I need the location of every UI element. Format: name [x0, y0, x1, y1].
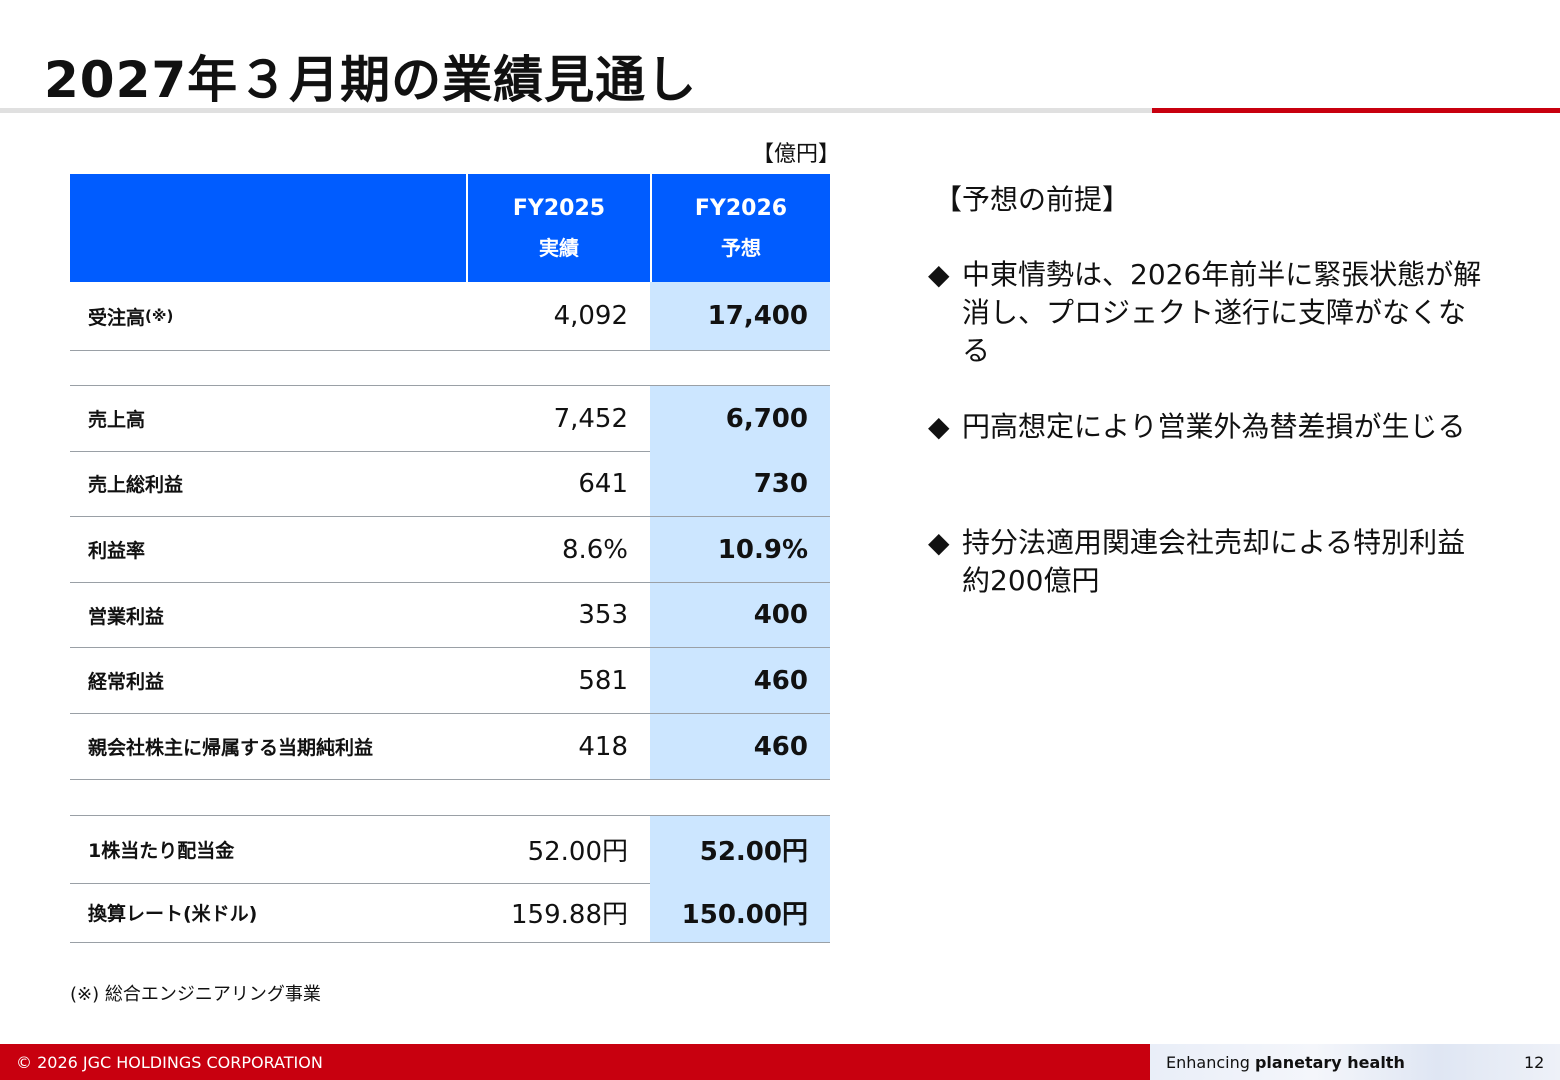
row-value-fy2025: 8.6%	[561, 534, 628, 565]
table-row: 売上総利益 641 730	[70, 451, 830, 517]
row-value-fy2025: 418	[578, 731, 628, 762]
row-label: 1株当たり配当金	[88, 840, 235, 862]
footnote: (※) 総合エンジニアリング事業	[70, 984, 321, 1005]
row-value-fy2026: 17,400	[650, 282, 830, 350]
row-value-fy2026: 10.9%	[650, 517, 830, 582]
premises-title: 【予想の前提】	[934, 183, 1131, 216]
table-row: 1株当たり配当金 52.00円 52.00円	[70, 815, 830, 884]
page-title: 2027年３月期の業績見通し	[44, 51, 698, 109]
row-value-fy2025: 7,452	[553, 403, 628, 434]
row-value-fy2026: 460	[650, 714, 830, 779]
row-value-fy2026: 150.00円	[650, 883, 830, 942]
row-label: 売上高	[88, 409, 146, 431]
row-label: 売上総利益	[88, 474, 184, 496]
row-value-fy2026: 6,700	[650, 386, 830, 451]
row-value-fy2025: 581	[578, 665, 628, 696]
row-value-fy2026: 52.00円	[650, 816, 830, 883]
premise-item: ◆ 持分法適用関連会社売却による特別利益約200億円	[928, 524, 1488, 600]
unit-label: 【億円】	[752, 142, 841, 167]
copyright: © 2026 JGC HOLDINGS CORPORATION	[16, 1053, 323, 1072]
table-row: 営業利益 353 400	[70, 583, 830, 648]
header-empty-cell	[70, 174, 468, 282]
header-fy2025: FY2025 実績	[470, 174, 648, 282]
page-number: 12	[1524, 1053, 1545, 1072]
diamond-bullet-icon: ◆	[928, 258, 950, 291]
table-row: 経常利益 581 460	[70, 648, 830, 714]
footer-bar	[0, 1044, 1150, 1080]
header-fy2026-type: 予想	[721, 236, 761, 260]
table-row: 親会社株主に帰属する当期純利益 418 460	[70, 714, 830, 780]
title-divider	[0, 108, 1560, 113]
diamond-bullet-icon: ◆	[928, 410, 950, 443]
table-row-orders: 受注高 (※) 4,092 17,400	[70, 282, 830, 351]
premise-item: ◆ 円高想定により営業外為替差損が生じる	[928, 408, 1488, 446]
table-header: FY2025 実績 FY2026 予想	[70, 174, 830, 282]
tagline-bold: planetary health	[1254, 1053, 1405, 1072]
header-fy2026: FY2026 予想	[650, 174, 830, 282]
premise-text: 円高想定により営業外為替差損が生じる	[962, 410, 1466, 443]
row-value-fy2025: 159.88円	[511, 900, 628, 930]
row-value-fy2025: 52.00円	[527, 837, 628, 867]
header-fy2026-year: FY2026	[694, 196, 788, 221]
row-value-fy2025: 641	[578, 468, 628, 499]
orders-label-note: (※)	[145, 307, 174, 325]
row-label: 営業利益	[88, 605, 165, 628]
premise-text: 中東情勢は、2026年前半に緊張状態が解消し、プロジェクト遂行に支障がなくなる	[962, 258, 1482, 367]
table-row: 換算レート(米ドル) 159.88円 150.00円	[70, 883, 830, 943]
row-label: 換算レート(米ドル)	[88, 903, 258, 925]
header-fy2025-year: FY2025	[512, 196, 606, 221]
table-row: 利益率 8.6% 10.9%	[70, 517, 830, 583]
header-fy2025-type: 実績	[539, 236, 579, 260]
row-value-fy2025: 353	[578, 600, 628, 630]
row-value-fy2025: 4,092	[553, 301, 628, 331]
row-value-fy2026: 400	[650, 583, 830, 647]
diamond-bullet-icon: ◆	[928, 526, 950, 559]
row-label: 経常利益	[88, 671, 165, 693]
premise-item: ◆ 中東情勢は、2026年前半に緊張状態が解消し、プロジェクト遂行に支障がなくな…	[928, 256, 1488, 370]
row-value-fy2026: 460	[650, 648, 830, 713]
table-row: 売上高 7,452 6,700	[70, 385, 830, 452]
orders-label: 受注高	[88, 306, 146, 329]
row-label: 利益率	[88, 540, 146, 562]
tagline-normal: Enhancing	[1166, 1053, 1255, 1072]
title-divider-accent	[1152, 108, 1560, 113]
footer-tagline-panel	[1150, 1044, 1560, 1080]
row-label: 受注高 (※)	[88, 282, 173, 350]
row-label: 親会社株主に帰属する当期純利益	[88, 737, 374, 759]
row-value-fy2026: 730	[650, 451, 830, 516]
premise-text: 持分法適用関連会社売却による特別利益約200億円	[962, 526, 1466, 597]
tagline: Enhancing planetary health	[1166, 1053, 1405, 1072]
